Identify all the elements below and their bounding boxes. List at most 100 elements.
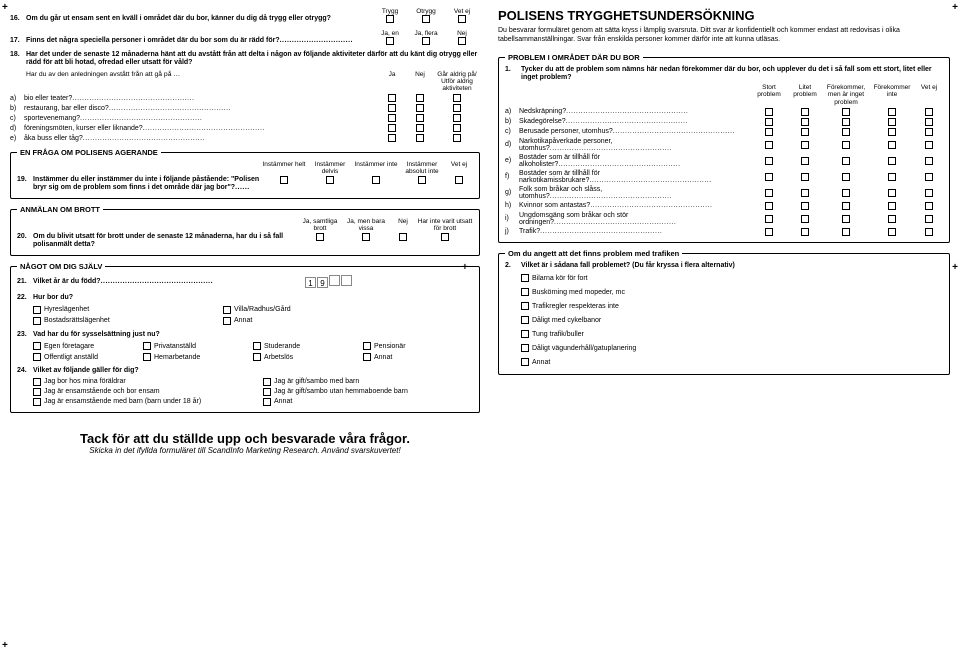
checkbox[interactable]	[801, 173, 809, 181]
checkbox[interactable]	[416, 94, 424, 102]
checkbox[interactable]	[416, 114, 424, 122]
checkbox[interactable]	[521, 288, 529, 296]
checkbox[interactable]	[253, 353, 261, 361]
checkbox[interactable]	[441, 233, 449, 241]
checkbox[interactable]	[842, 228, 850, 236]
checkbox[interactable]	[263, 388, 271, 396]
checkbox[interactable]	[416, 104, 424, 112]
checkbox[interactable]	[801, 141, 809, 149]
checkbox[interactable]	[888, 228, 896, 236]
checkbox[interactable]	[765, 202, 773, 210]
checkbox[interactable]	[765, 118, 773, 126]
checkbox[interactable]	[765, 215, 773, 223]
checkbox[interactable]	[455, 176, 463, 184]
checkbox[interactable]	[801, 108, 809, 116]
checkbox[interactable]	[33, 317, 41, 325]
checkbox[interactable]	[521, 274, 529, 282]
checkbox[interactable]	[765, 189, 773, 197]
checkbox[interactable]	[842, 173, 850, 181]
checkbox[interactable]	[925, 141, 933, 149]
checkbox[interactable]	[33, 306, 41, 314]
checkbox[interactable]	[453, 114, 461, 122]
checkbox[interactable]	[925, 202, 933, 210]
checkbox[interactable]	[801, 189, 809, 197]
checkbox[interactable]	[925, 118, 933, 126]
checkbox[interactable]	[33, 398, 41, 406]
checkbox[interactable]	[888, 173, 896, 181]
checkbox[interactable]	[372, 176, 380, 184]
checkbox[interactable]	[253, 342, 261, 350]
checkbox[interactable]	[842, 202, 850, 210]
checkbox[interactable]	[280, 176, 288, 184]
checkbox[interactable]	[801, 202, 809, 210]
checkbox[interactable]	[143, 353, 151, 361]
checkbox[interactable]	[765, 141, 773, 149]
checkbox[interactable]	[842, 108, 850, 116]
checkbox[interactable]	[453, 94, 461, 102]
checkbox[interactable]	[263, 398, 271, 406]
checkbox[interactable]	[422, 37, 430, 45]
checkbox[interactable]	[521, 330, 529, 338]
checkbox[interactable]	[925, 189, 933, 197]
checkbox[interactable]	[521, 302, 529, 310]
checkbox[interactable]	[888, 141, 896, 149]
year-input[interactable]: 19	[305, 275, 353, 288]
checkbox[interactable]	[388, 104, 396, 112]
checkbox[interactable]	[888, 215, 896, 223]
checkbox[interactable]	[33, 342, 41, 350]
checkbox[interactable]	[418, 176, 426, 184]
checkbox[interactable]	[223, 306, 231, 314]
checkbox[interactable]	[458, 37, 466, 45]
checkbox[interactable]	[521, 358, 529, 366]
checkbox[interactable]	[388, 134, 396, 142]
checkbox[interactable]	[801, 215, 809, 223]
checkbox[interactable]	[765, 157, 773, 165]
checkbox[interactable]	[842, 128, 850, 136]
checkbox[interactable]	[925, 157, 933, 165]
checkbox[interactable]	[888, 202, 896, 210]
checkbox[interactable]	[363, 353, 371, 361]
checkbox[interactable]	[388, 124, 396, 132]
checkbox[interactable]	[388, 114, 396, 122]
checkbox[interactable]	[416, 124, 424, 132]
checkbox[interactable]	[416, 134, 424, 142]
checkbox[interactable]	[888, 118, 896, 126]
checkbox[interactable]	[458, 15, 466, 23]
checkbox[interactable]	[765, 108, 773, 116]
checkbox[interactable]	[33, 378, 41, 386]
checkbox[interactable]	[263, 378, 271, 386]
checkbox[interactable]	[842, 189, 850, 197]
checkbox[interactable]	[521, 316, 529, 324]
checkbox[interactable]	[453, 134, 461, 142]
checkbox[interactable]	[326, 176, 334, 184]
checkbox[interactable]	[925, 173, 933, 181]
checkbox[interactable]	[925, 228, 933, 236]
checkbox[interactable]	[33, 388, 41, 396]
checkbox[interactable]	[143, 342, 151, 350]
checkbox[interactable]	[386, 15, 394, 23]
checkbox[interactable]	[399, 233, 407, 241]
checkbox[interactable]	[386, 37, 394, 45]
checkbox[interactable]	[521, 344, 529, 352]
checkbox[interactable]	[925, 128, 933, 136]
checkbox[interactable]	[223, 317, 231, 325]
checkbox[interactable]	[765, 173, 773, 181]
checkbox[interactable]	[765, 128, 773, 136]
checkbox[interactable]	[422, 15, 430, 23]
checkbox[interactable]	[888, 157, 896, 165]
checkbox[interactable]	[888, 189, 896, 197]
checkbox[interactable]	[33, 353, 41, 361]
checkbox[interactable]	[842, 215, 850, 223]
checkbox[interactable]	[801, 228, 809, 236]
checkbox[interactable]	[842, 141, 850, 149]
checkbox[interactable]	[363, 342, 371, 350]
checkbox[interactable]	[842, 157, 850, 165]
checkbox[interactable]	[888, 128, 896, 136]
checkbox[interactable]	[801, 128, 809, 136]
checkbox[interactable]	[842, 118, 850, 126]
checkbox[interactable]	[362, 233, 370, 241]
checkbox[interactable]	[888, 108, 896, 116]
checkbox[interactable]	[925, 215, 933, 223]
checkbox[interactable]	[801, 157, 809, 165]
checkbox[interactable]	[453, 124, 461, 132]
